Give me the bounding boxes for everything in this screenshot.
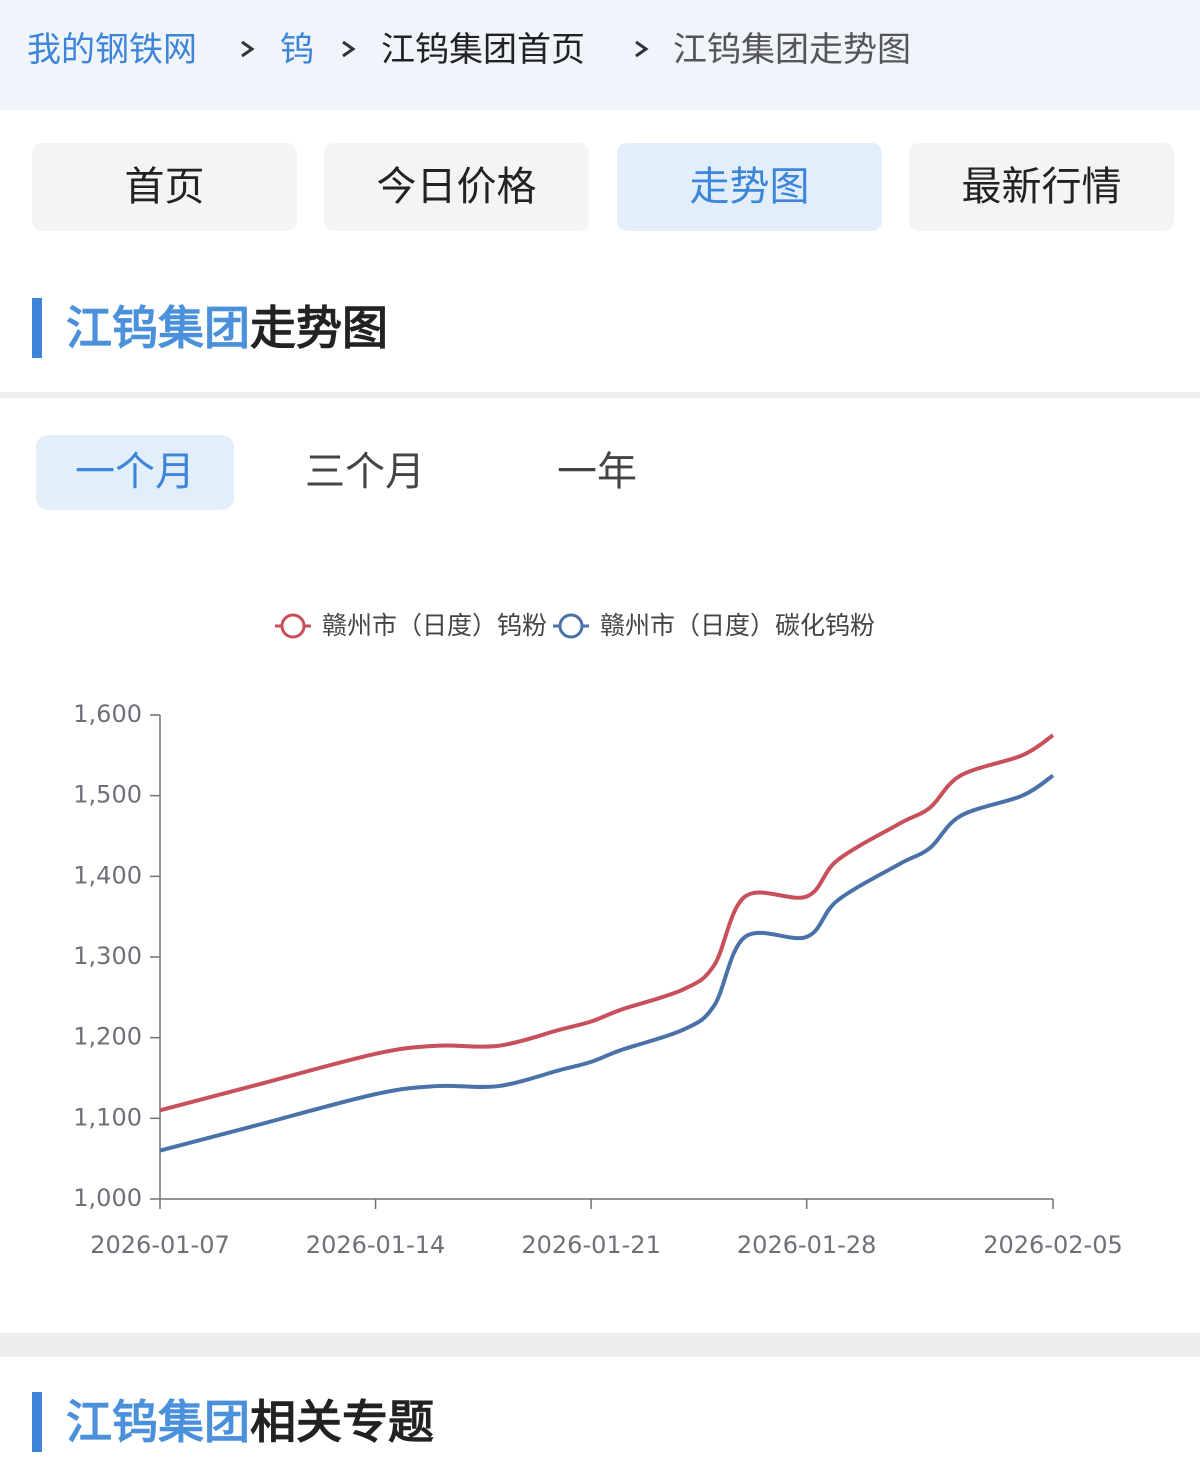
legend-label: 赣州市（日度）钨粉 [322, 611, 547, 640]
chart: 赣州市（日度）钨粉 赣州市（日度）碳化钨粉 1,000 1,100 1,200 1,300… [73, 611, 1122, 1259]
range-tab[interactable]: 三个月 [305, 449, 425, 495]
nav-tab[interactable]: 最新行情 [909, 143, 1174, 231]
series-line [159, 773, 1055, 1153]
title-highlight: 江钨集团 [66, 1395, 250, 1449]
crumb: 江钨集团走势图 [673, 30, 911, 70]
legend-icon [280, 613, 306, 639]
y-tick-label: 1,300 [73, 942, 142, 970]
y-tick-label: 1,100 [73, 1103, 142, 1131]
divider [0, 392, 1200, 398]
section-title: 江钨集团相关专题 [32, 1392, 434, 1452]
section-title: 江钨集团走势图 [32, 298, 388, 358]
title-rest: 走势图 [250, 301, 388, 355]
x-tick-label: 2026-01-14 [306, 1231, 445, 1259]
x-tick-label: 2026-01-07 [90, 1231, 229, 1259]
legend-label: 赣州市（日度）碳化钨粉 [600, 611, 875, 640]
title-rest: 相关专题 [250, 1395, 434, 1449]
chevron [342, 40, 356, 58]
y-tick-label: 1,000 [73, 1184, 142, 1212]
y-tick-label: 1,400 [73, 861, 142, 889]
title-highlight: 江钨集团 [66, 301, 250, 355]
range-tab[interactable]: 一年 [557, 449, 637, 495]
crumb[interactable]: 我的钢铁网 [27, 30, 197, 70]
nav-tab[interactable]: 走势图 [617, 143, 882, 231]
x-tick-label: 2026-02-05 [983, 1231, 1122, 1259]
x-tick-label: 2026-01-21 [521, 1231, 660, 1259]
chevron [241, 40, 255, 58]
series-line [159, 733, 1055, 1113]
crumb[interactable]: 钨 [280, 30, 314, 70]
crumb[interactable]: 江钨集团首页 [381, 30, 585, 70]
y-tick-label: 1,500 [73, 781, 142, 809]
chevron [635, 40, 649, 58]
range-tab[interactable]: 一个月 [36, 435, 234, 510]
y-tick-label: 1,600 [73, 700, 142, 728]
x-tick-label: 2026-01-28 [737, 1231, 876, 1259]
breadcrumb-bar: 我的钢铁网 钨 江钨集团首页 江钨集团走势图 [0, 0, 1200, 110]
nav-tab[interactable]: 首页 [32, 143, 297, 231]
y-tick-label: 1,200 [73, 1023, 142, 1051]
legend-icon [558, 613, 584, 639]
divider [0, 1333, 1200, 1357]
nav-tab[interactable]: 今日价格 [324, 143, 589, 231]
